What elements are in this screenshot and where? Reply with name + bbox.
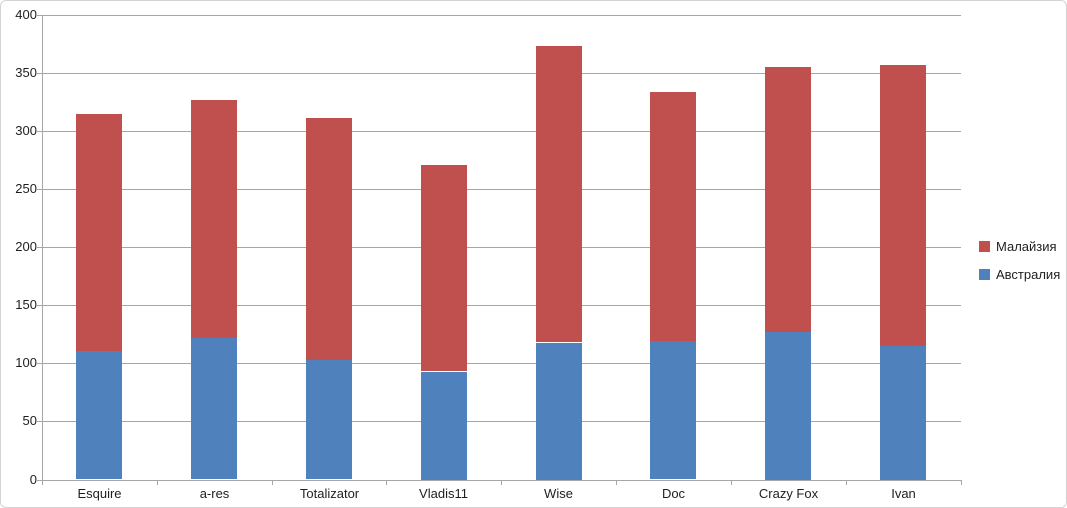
y-axis-tick xyxy=(37,305,42,306)
x-axis-tick xyxy=(731,480,732,485)
gridline xyxy=(42,15,961,16)
legend-item-малайзия[interactable]: Малайзия xyxy=(979,239,1060,254)
bar-segment-малайзия-esquire[interactable] xyxy=(76,113,122,351)
bar-segment-малайзия-ivan[interactable] xyxy=(880,64,926,346)
x-axis-tick xyxy=(961,480,962,485)
gridline xyxy=(42,305,961,306)
bar-segment-малайзия-vladis11[interactable] xyxy=(421,164,467,372)
y-axis-tick-label: 100 xyxy=(15,355,37,370)
y-axis-tick-label: 0 xyxy=(29,472,37,487)
bar-segment-австралия-ivan[interactable] xyxy=(880,346,926,480)
legend-label: Австралия xyxy=(996,267,1061,282)
y-axis-tick xyxy=(37,131,42,132)
x-axis-category-label: Vladis11 xyxy=(419,486,468,501)
bar-segment-австралия-wise[interactable] xyxy=(536,342,582,480)
y-axis-tick-label: 250 xyxy=(15,181,37,196)
bar-segment-австралия-vladis11[interactable] xyxy=(421,371,467,480)
bar-segment-австралия-doc[interactable] xyxy=(650,341,696,480)
y-axis-tick-label: 400 xyxy=(15,7,37,22)
x-axis-category-label: Esquire xyxy=(77,486,122,501)
y-axis-tick xyxy=(37,15,42,16)
gridline xyxy=(42,131,961,132)
x-axis-category-label: a-res xyxy=(199,486,230,501)
y-axis-tick-label: 300 xyxy=(15,123,37,138)
y-axis-line xyxy=(42,15,43,481)
legend-item-австралия[interactable]: Австралия xyxy=(979,267,1060,282)
legend-swatch-icon xyxy=(979,241,990,252)
gridline xyxy=(42,363,961,364)
bar-segment-малайзия-crazy-fox[interactable] xyxy=(765,67,811,333)
y-axis-tick-label: 150 xyxy=(15,297,37,312)
x-axis-category-label: Crazy Fox xyxy=(758,486,819,501)
y-axis-tick xyxy=(37,247,42,248)
x-axis-tick xyxy=(386,480,387,485)
bar-segment-австралия-totalizator[interactable] xyxy=(306,359,352,480)
x-axis-category-label: Doc xyxy=(661,486,686,501)
x-axis-tick xyxy=(616,480,617,485)
gridline xyxy=(42,421,961,422)
bar-segment-малайзия-a-res[interactable] xyxy=(191,99,237,338)
x-axis-tick xyxy=(846,480,847,485)
y-axis-tick xyxy=(37,73,42,74)
y-axis-tick xyxy=(37,480,42,481)
bar-segment-малайзия-wise[interactable] xyxy=(536,46,582,343)
x-axis-category-label: Totalizator xyxy=(299,486,360,501)
legend-label: Малайзия xyxy=(996,239,1057,254)
legend: Малайзия Австралия xyxy=(979,239,1060,295)
y-axis-tick-label: 50 xyxy=(22,413,37,428)
x-axis-category-label: Ivan xyxy=(891,486,916,501)
x-axis-tick xyxy=(272,480,273,485)
y-axis-tick xyxy=(37,421,42,422)
bar-segment-малайзия-totalizator[interactable] xyxy=(306,118,352,360)
x-axis-category-label: Wise xyxy=(544,486,573,501)
gridline xyxy=(42,247,961,248)
bar-segment-австралия-esquire[interactable] xyxy=(76,350,122,480)
gridline xyxy=(42,73,961,74)
x-axis-tick xyxy=(157,480,158,485)
legend-swatch-icon xyxy=(979,269,990,280)
gridline xyxy=(42,189,961,190)
bar-segment-австралия-a-res[interactable] xyxy=(191,337,237,480)
bar-segment-малайзия-doc[interactable] xyxy=(650,91,696,342)
x-axis-tick xyxy=(42,480,43,485)
bar-segment-австралия-crazy-fox[interactable] xyxy=(765,332,811,480)
y-axis-tick-label: 200 xyxy=(15,239,37,254)
y-axis-tick-label: 350 xyxy=(15,65,37,80)
y-axis-tick xyxy=(37,363,42,364)
x-axis-tick xyxy=(501,480,502,485)
y-axis-tick xyxy=(37,189,42,190)
